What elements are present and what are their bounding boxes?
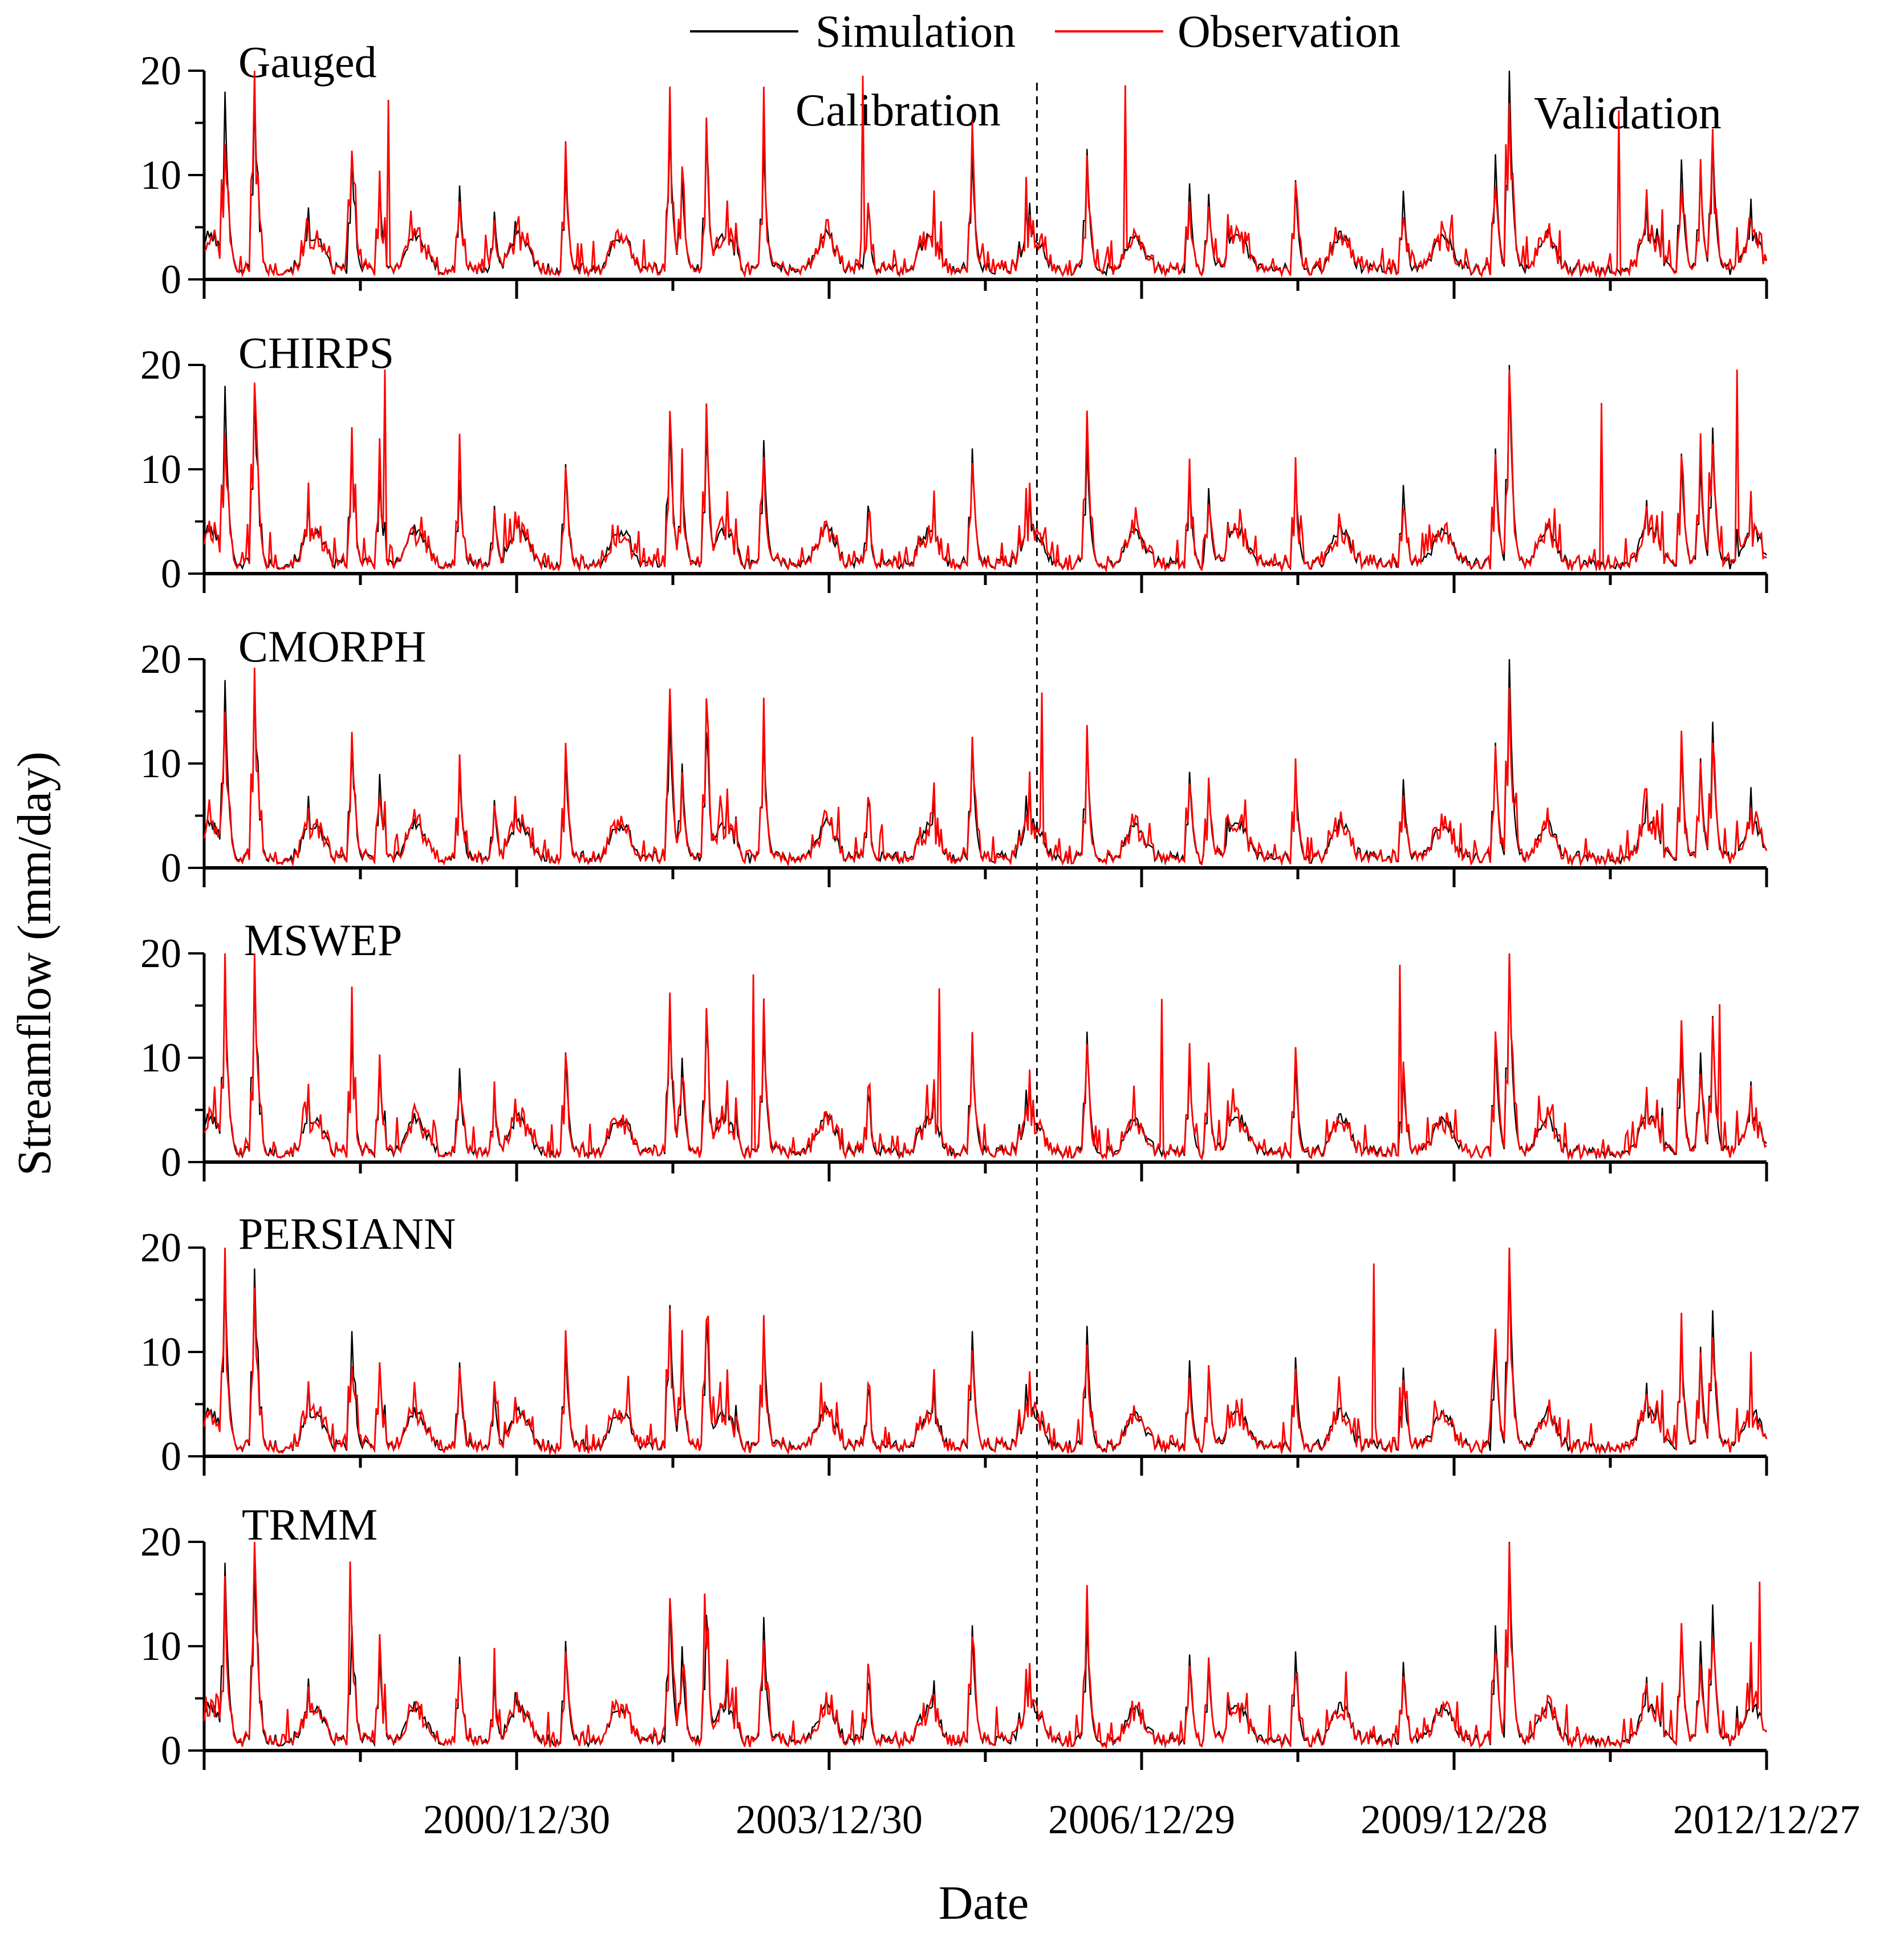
y-axis-title: Streamflow (mm/day) — [8, 752, 61, 1176]
observation-line — [203, 1247, 1768, 1456]
y-tick-label: 0 — [161, 845, 181, 891]
y-tick-label: 0 — [161, 1728, 181, 1773]
observation-line — [204, 70, 1768, 279]
legend-simulation-label: Simulation — [815, 7, 1016, 57]
y-tick-label: 20 — [140, 931, 181, 976]
y-tick-label: 0 — [161, 551, 181, 596]
panel-axes: 0 10 20 — [140, 931, 1768, 1185]
y-tick-label: 10 — [140, 741, 181, 786]
y-tick-label: 20 — [140, 1225, 181, 1270]
panel-series — [203, 953, 1767, 1161]
y-tick-label: 0 — [161, 257, 181, 302]
calibration-label: Calibration — [795, 86, 1001, 136]
y-tick-label: 20 — [140, 636, 181, 682]
y-tick-label: 20 — [140, 48, 181, 94]
legend: Simulation Observation — [690, 7, 1400, 57]
panel-label: CHIRPS — [238, 328, 394, 377]
simulation-line — [203, 1247, 1767, 1455]
simulation-line — [203, 364, 1767, 572]
panel-label: CMORPH — [238, 622, 426, 671]
panel-axes: 0 10 20 — [140, 48, 1768, 302]
panel-trmm: TRMM 0 10 20 — [140, 1500, 1768, 1773]
panel-axes: 0 10 20 — [140, 1225, 1768, 1479]
x-tick-label: 2009/12/28 — [1361, 1797, 1548, 1842]
panel-axes: 0 10 20 — [140, 636, 1768, 891]
panel-mswep: MSWEP 0 10 20 — [140, 915, 1768, 1185]
x-axis-title: Date — [939, 1877, 1029, 1930]
panel-persiann: PERSIANN 0 10 20 — [140, 1209, 1768, 1479]
panel-gauged: Gauged 0 10 20 — [140, 37, 1768, 302]
observation-line — [203, 953, 1767, 1161]
y-tick-label: 20 — [140, 342, 181, 388]
y-tick-label: 10 — [140, 1035, 181, 1081]
legend-observation-label: Observation — [1178, 7, 1400, 57]
panel-series — [203, 1247, 1768, 1456]
y-tick-label: 10 — [140, 1329, 181, 1375]
x-tick-label: 2003/12/30 — [736, 1797, 923, 1842]
y-tick-label: 10 — [140, 1623, 181, 1669]
x-tick-label: 2000/12/30 — [423, 1797, 610, 1842]
simulation-line — [203, 1541, 1767, 1749]
panel-label: Gauged — [238, 37, 377, 87]
observation-line — [203, 668, 1768, 867]
x-tick-label: 2006/12/29 — [1048, 1797, 1235, 1842]
panel-series — [203, 1541, 1767, 1751]
panel-label: TRMM — [242, 1500, 377, 1549]
panel-series — [203, 70, 1768, 279]
y-tick-label: 20 — [140, 1519, 181, 1565]
y-tick-label: 10 — [140, 446, 181, 492]
panel-series — [203, 364, 1767, 574]
y-tick-label: 0 — [161, 1139, 181, 1185]
panel-cmorph: CMORPH 0 10 20 — [140, 622, 1768, 891]
observation-line — [203, 369, 1767, 574]
panel-series — [203, 659, 1768, 867]
panel-chirps: CHIRPS 0 10 20 — [140, 328, 1768, 596]
x-tick-label: 2012/12/27 — [1673, 1797, 1860, 1842]
y-tick-label: 10 — [140, 152, 181, 198]
x-tick-labels: 2000/12/30 2003/12/30 2006/12/29 2009/12… — [423, 1797, 1860, 1842]
simulation-line — [203, 659, 1767, 866]
observation-line — [203, 1541, 1767, 1751]
panel-label: MSWEP — [244, 915, 402, 965]
panel-label: PERSIANN — [238, 1209, 456, 1258]
panel-axes: 0 10 20 — [140, 342, 1768, 596]
validation-label: Validation — [1534, 88, 1722, 139]
y-tick-label: 0 — [161, 1434, 181, 1479]
